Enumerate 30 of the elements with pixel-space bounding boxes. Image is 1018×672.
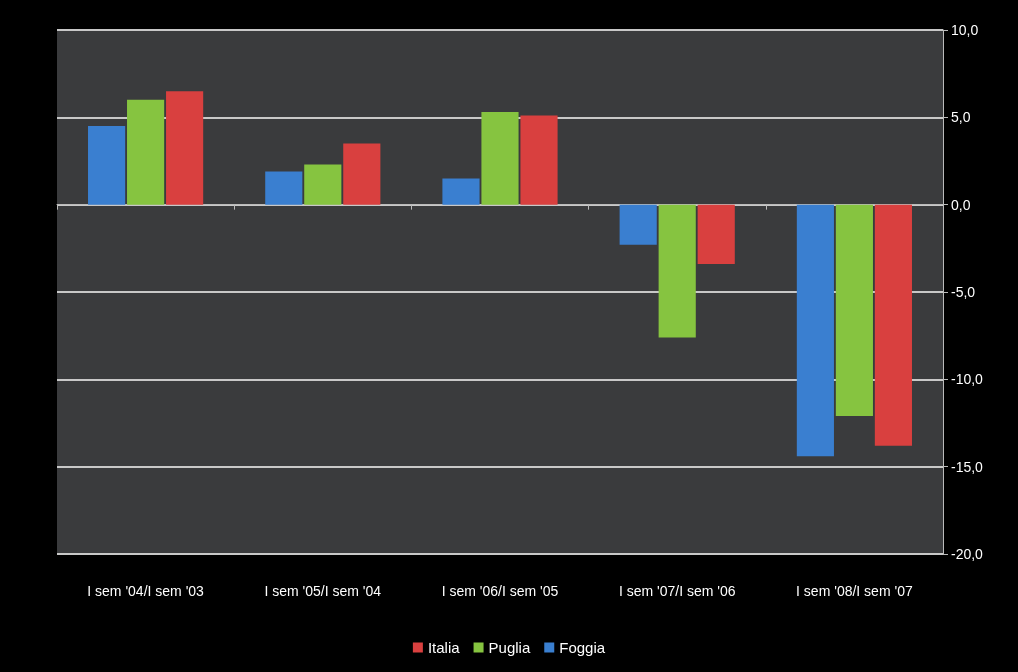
y-tick-label: 0,0 [951,196,971,213]
y-tick-label: 10,0 [951,22,979,38]
bar [304,164,342,205]
bar [796,204,834,457]
x-tick-label: I sem '05/I sem '04 [264,583,382,599]
y-tick-label: -5,0 [951,284,976,300]
x-tick-label: I sem '04/I sem '03 [87,583,205,599]
y-tick-label: -15,0 [951,458,984,475]
bar [166,91,204,205]
bar [343,143,381,205]
y-tick-label: 5,0 [951,109,971,126]
bar [481,112,519,205]
legend-label: Puglia [488,639,531,656]
bar [874,204,912,446]
bar [265,171,303,205]
bar [697,204,735,265]
bar [520,115,558,205]
bar [835,204,873,417]
bar [442,178,480,205]
legend-label: Italia [427,639,461,656]
y-tick-label: -10,0 [951,371,984,388]
bar [658,204,696,338]
bar [619,204,657,245]
bar [127,99,165,205]
bar [88,126,126,205]
legend-label: Foggia [559,639,606,656]
x-tick-label: I sem '06/I sem '05 [441,583,559,599]
y-tick-label: -20,0 [951,546,984,562]
x-tick-label: I sem '07/I sem '06 [618,583,736,599]
x-tick-label: I sem '08/I sem '07 [796,583,913,599]
